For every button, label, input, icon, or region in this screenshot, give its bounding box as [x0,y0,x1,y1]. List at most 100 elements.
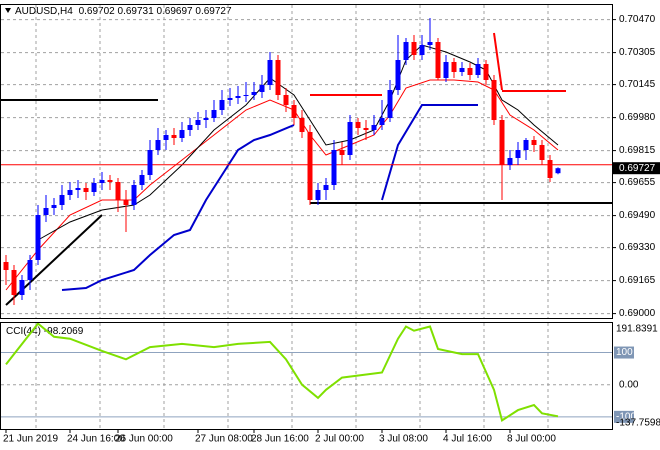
candle-body [387,90,393,118]
candle-body [155,140,161,150]
y-tick-label: 0.69165 [619,275,656,286]
candle-body [179,130,185,138]
candle-body [523,140,529,150]
candle-body [339,150,345,155]
main-panel [0,4,613,319]
candle-body [403,42,409,60]
axes: 0.70470 0.70305 0.70145 0.69980 0.69815 0.696… [3,14,660,445]
y-tick-label: -100 [616,411,636,422]
main-plot [1,5,612,318]
candle-body [115,182,121,200]
candle-body [131,185,137,205]
candle-body [347,122,353,155]
candle-body [555,168,561,174]
cci-panel [0,322,613,430]
indicator-line [5,79,559,291]
candle-body [203,118,209,120]
candle-body [27,260,33,280]
candle-body [67,190,73,195]
candle-body [475,64,481,75]
y-tick-label: 100 [616,347,633,358]
candle-body [419,45,425,55]
candle-body [531,140,537,145]
candle-body [51,205,57,208]
y-tick-label: 0.69655 [619,177,656,188]
candle-body [291,105,297,118]
cci-value: -98.2069 [44,326,84,337]
x-tick-label: 27 Jun 08:00 [195,434,253,445]
candle-body [3,262,9,270]
candle-body [243,95,249,96]
x-tick-label: 26 Jun 00:00 [115,434,173,445]
candle-body [451,62,457,72]
candle-body [219,100,225,110]
y-tick-label: 0.69330 [619,242,656,253]
candle-body [259,85,265,92]
candle-body [427,42,433,45]
menu-arrow [5,8,11,13]
candle-body [507,158,513,165]
header: AUDUSD,H4 0.69702 0.69731 0.69697 0.6972… [15,6,232,17]
candle-body [211,110,217,118]
candle-body [83,188,89,192]
candle-body [395,60,401,90]
candle-body [371,125,377,130]
candle-body [99,180,105,183]
candle-body [19,280,25,295]
y-tick-label: 0.00 [619,379,639,390]
candle-body [363,128,369,130]
candle-body [539,145,545,160]
candle-body [491,80,497,120]
x-tick-label: 2 Jul 00:00 [315,434,364,445]
candle-body [139,175,145,185]
high: 0.69731 [118,6,155,17]
candle-body [35,215,41,260]
y-tick-label: 0.70305 [619,47,656,58]
candle-body [163,135,169,140]
candle-body [299,118,305,132]
candle-body [467,68,473,75]
price-label: 0.69727 [619,163,656,174]
x-tick-label: 3 Jul 08:00 [379,434,428,445]
candle-body [187,125,193,130]
candle-body [323,185,329,190]
x-tick-label: 4 Jul 16:00 [443,434,492,445]
candle-body [515,150,521,158]
candle-body [11,270,17,295]
price-box [613,162,660,175]
candle-body [283,95,289,105]
y-tick-label: 0.69490 [619,210,656,221]
candle-body [195,120,201,125]
candle-body [331,150,337,185]
symbol: AUDUSD,H4 [15,6,73,17]
candle-body [459,68,465,72]
candle-body [171,135,177,138]
candle-body [91,183,97,192]
x-tick-label: 8 Jul 00:00 [507,434,556,445]
indicator-line [493,32,503,91]
y-tick-label: 0.69980 [619,112,656,123]
indicator-line [5,323,559,422]
candle-body [147,150,153,175]
y-tick-label: 0.70470 [619,14,656,25]
candle-body [315,190,321,200]
candle-body [411,42,417,55]
candle-body [355,122,361,128]
candle-body [499,120,505,165]
candle-body [267,60,273,85]
indicator-line [37,44,559,241]
candle-body [547,160,553,178]
y-tick-label: 0.69000 [619,308,656,319]
x-tick-label: 24 Jun 16:00 [67,434,125,445]
indicator-line [61,104,478,291]
candle-body [227,98,233,100]
candle-body [107,180,113,182]
cci-plot [1,323,612,429]
candle-body [251,92,257,95]
candle-body [379,118,385,125]
candle-body [43,208,49,215]
candle-body [235,96,241,98]
candle-body [307,132,313,200]
